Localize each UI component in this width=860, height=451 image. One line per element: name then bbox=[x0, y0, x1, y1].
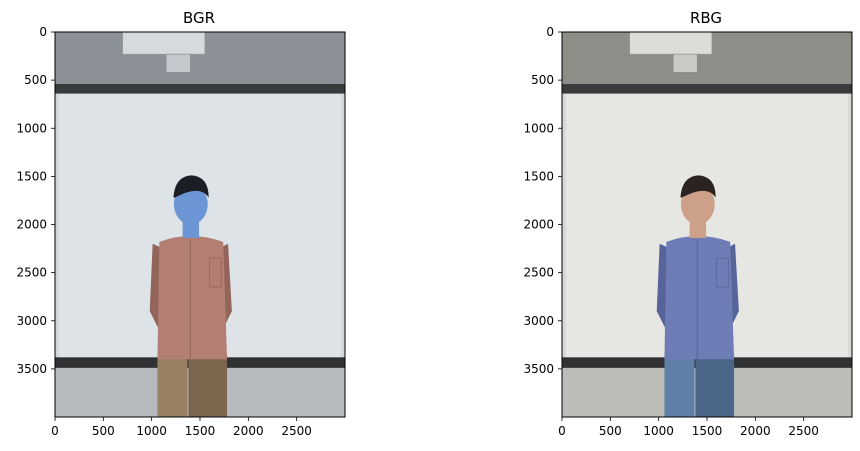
x-axis-ticks: 0 500 1000 1500 2000 2500 bbox=[51, 417, 312, 438]
x-axis-ticks: 0 500 1000 1500 2000 2500 bbox=[558, 417, 819, 438]
panel-title: RBG bbox=[690, 9, 722, 27]
photo-rbg bbox=[562, 31, 852, 417]
y-tick-label: 1000 bbox=[16, 121, 47, 135]
x-tick-label: 1500 bbox=[185, 424, 216, 438]
y-tick-label: 1500 bbox=[16, 169, 47, 183]
y-axis-ticks: 0 500 1000 1500 2000 2500 3000 3500 bbox=[16, 25, 55, 376]
x-tick-label: 0 bbox=[51, 424, 59, 438]
projector bbox=[122, 31, 206, 55]
axes-frame bbox=[561, 31, 853, 418]
y-tick-label: 0 bbox=[39, 25, 47, 39]
x-tick-label: 2500 bbox=[788, 424, 819, 438]
board-rail-top bbox=[562, 83, 852, 94]
neck bbox=[689, 220, 707, 238]
face bbox=[173, 184, 208, 225]
x-tick-label: 500 bbox=[599, 424, 622, 438]
neck bbox=[182, 220, 200, 238]
panel-bgr: BGR 0 500 1000 1500 2000 2500 0 500 1000 1500 200… bbox=[16, 9, 346, 438]
y-tick-label: 1000 bbox=[523, 121, 554, 135]
projector-mount bbox=[165, 53, 191, 73]
x-tick-label: 2000 bbox=[740, 424, 771, 438]
projector bbox=[629, 31, 713, 55]
face bbox=[680, 184, 715, 225]
projector-mount bbox=[672, 53, 698, 73]
panel-title: BGR bbox=[183, 9, 215, 27]
shirt bbox=[157, 236, 228, 360]
shirt bbox=[664, 236, 735, 360]
pants-left bbox=[664, 354, 695, 417]
shirt-pocket bbox=[716, 257, 729, 288]
y-tick-label: 2000 bbox=[16, 218, 47, 232]
y-tick-label: 2000 bbox=[523, 218, 554, 232]
y-tick-label: 0 bbox=[546, 25, 554, 39]
y-tick-label: 2500 bbox=[523, 266, 554, 280]
x-tick-label: 0 bbox=[558, 424, 566, 438]
y-tick-label: 3500 bbox=[523, 362, 554, 376]
x-tick-label: 1500 bbox=[692, 424, 723, 438]
x-tick-label: 1000 bbox=[136, 424, 167, 438]
y-tick-label: 3500 bbox=[16, 362, 47, 376]
pants-left bbox=[157, 354, 188, 417]
pants-right bbox=[695, 354, 735, 417]
y-tick-label: 500 bbox=[531, 73, 554, 87]
board-rail-top bbox=[55, 83, 345, 94]
photo-bgr bbox=[55, 31, 345, 417]
axes-frame bbox=[54, 31, 346, 418]
y-tick-label: 1500 bbox=[523, 169, 554, 183]
x-tick-label: 500 bbox=[92, 424, 115, 438]
y-axis-ticks: 0 500 1000 1500 2000 2500 3000 3500 bbox=[523, 25, 562, 376]
hair bbox=[173, 175, 209, 198]
pants-right bbox=[188, 354, 228, 417]
y-tick-label: 3000 bbox=[523, 314, 554, 328]
y-tick-label: 2500 bbox=[16, 266, 47, 280]
x-tick-label: 2500 bbox=[281, 424, 312, 438]
panel-rbg: RBG 0 500 1000 1500 2000 2500 0 500 1000 1500 200… bbox=[523, 9, 853, 438]
y-tick-label: 3000 bbox=[16, 314, 47, 328]
hair bbox=[680, 175, 716, 198]
x-tick-label: 2000 bbox=[233, 424, 264, 438]
y-tick-label: 500 bbox=[24, 73, 47, 87]
shirt-pocket bbox=[209, 257, 222, 288]
x-tick-label: 1000 bbox=[643, 424, 674, 438]
